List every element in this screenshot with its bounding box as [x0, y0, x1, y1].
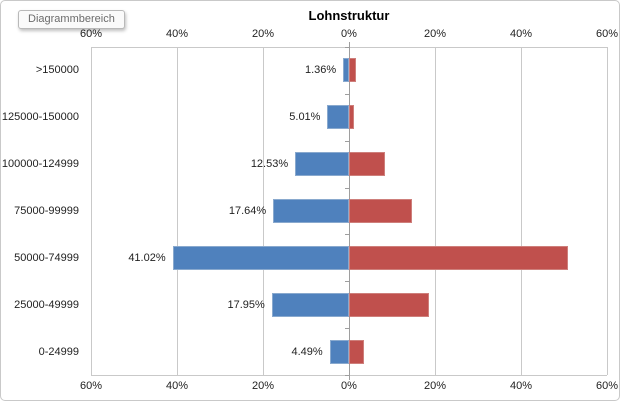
axis-tick-label: 20% — [251, 28, 275, 40]
gridline — [91, 47, 92, 375]
axis-tick-label: 60% — [79, 380, 103, 392]
axis-tick — [345, 234, 350, 236]
axis-tick-label: 20% — [423, 380, 447, 392]
axis-tick-label: 60% — [595, 380, 619, 392]
gridline — [435, 47, 436, 375]
category-label: 100000-124999 — [1, 158, 79, 171]
axis-tick-label: 0% — [341, 28, 357, 40]
axis-tick-label: 40% — [165, 28, 189, 40]
data-label: 41.02% — [128, 251, 166, 264]
axis-tick — [345, 140, 350, 142]
category-label: 125000-150000 — [1, 111, 79, 124]
gridline — [607, 47, 608, 375]
bar-left-blue[interactable] — [271, 292, 349, 317]
bar-right-red[interactable] — [349, 152, 386, 177]
bar-left-blue[interactable] — [327, 105, 349, 130]
data-label: 12.53% — [250, 158, 289, 171]
axis-tick-label: 40% — [165, 380, 189, 392]
gridline — [521, 47, 522, 375]
bar-right-red[interactable] — [349, 199, 413, 223]
bar-right-red[interactable] — [349, 292, 429, 317]
axis-tick-label: 20% — [251, 380, 275, 392]
data-label: 1.36% — [304, 64, 337, 77]
gridline — [263, 47, 264, 375]
data-label: 17.64% — [228, 205, 267, 217]
bar-left-blue[interactable] — [329, 339, 349, 364]
axis-tick-label: 40% — [509, 28, 533, 40]
category-label: 50000-74999 — [14, 251, 79, 264]
bar-right-red[interactable] — [349, 105, 354, 130]
axis-tick — [345, 375, 350, 376]
bar-right-red[interactable] — [349, 58, 356, 83]
bar-left-blue[interactable] — [172, 245, 349, 270]
data-label: 4.49% — [291, 345, 323, 358]
data-label: 17.95% — [227, 298, 265, 311]
category-label: >150000 — [35, 64, 79, 77]
axis-tick-label: 60% — [595, 28, 619, 40]
axis-tick-label: 60% — [79, 28, 103, 40]
chart-area-tooltip: Diagrammbereich — [18, 10, 125, 29]
axis-tick — [345, 328, 350, 330]
bar-left-blue[interactable] — [343, 58, 349, 83]
bar-right-red[interactable] — [349, 245, 568, 270]
axis-tick — [345, 187, 350, 189]
data-label: 5.01% — [289, 111, 321, 124]
axis-tick-label: 40% — [509, 380, 533, 392]
axis-tick — [345, 93, 350, 95]
category-label: 0-24999 — [38, 345, 79, 358]
category-label: 75000-99999 — [14, 205, 79, 217]
chart-title[interactable]: Lohnstruktur — [308, 8, 390, 23]
axis-tick — [345, 47, 350, 48]
axis-tick-label: 0% — [341, 380, 357, 392]
category-label: 25000-49999 — [14, 298, 79, 311]
bar-left-blue[interactable] — [273, 199, 349, 223]
bar-left-blue[interactable] — [295, 152, 349, 177]
axis-tick — [345, 281, 350, 283]
axis-tick-label: 20% — [423, 28, 447, 40]
bar-right-red[interactable] — [349, 339, 365, 364]
gridline — [177, 47, 178, 375]
